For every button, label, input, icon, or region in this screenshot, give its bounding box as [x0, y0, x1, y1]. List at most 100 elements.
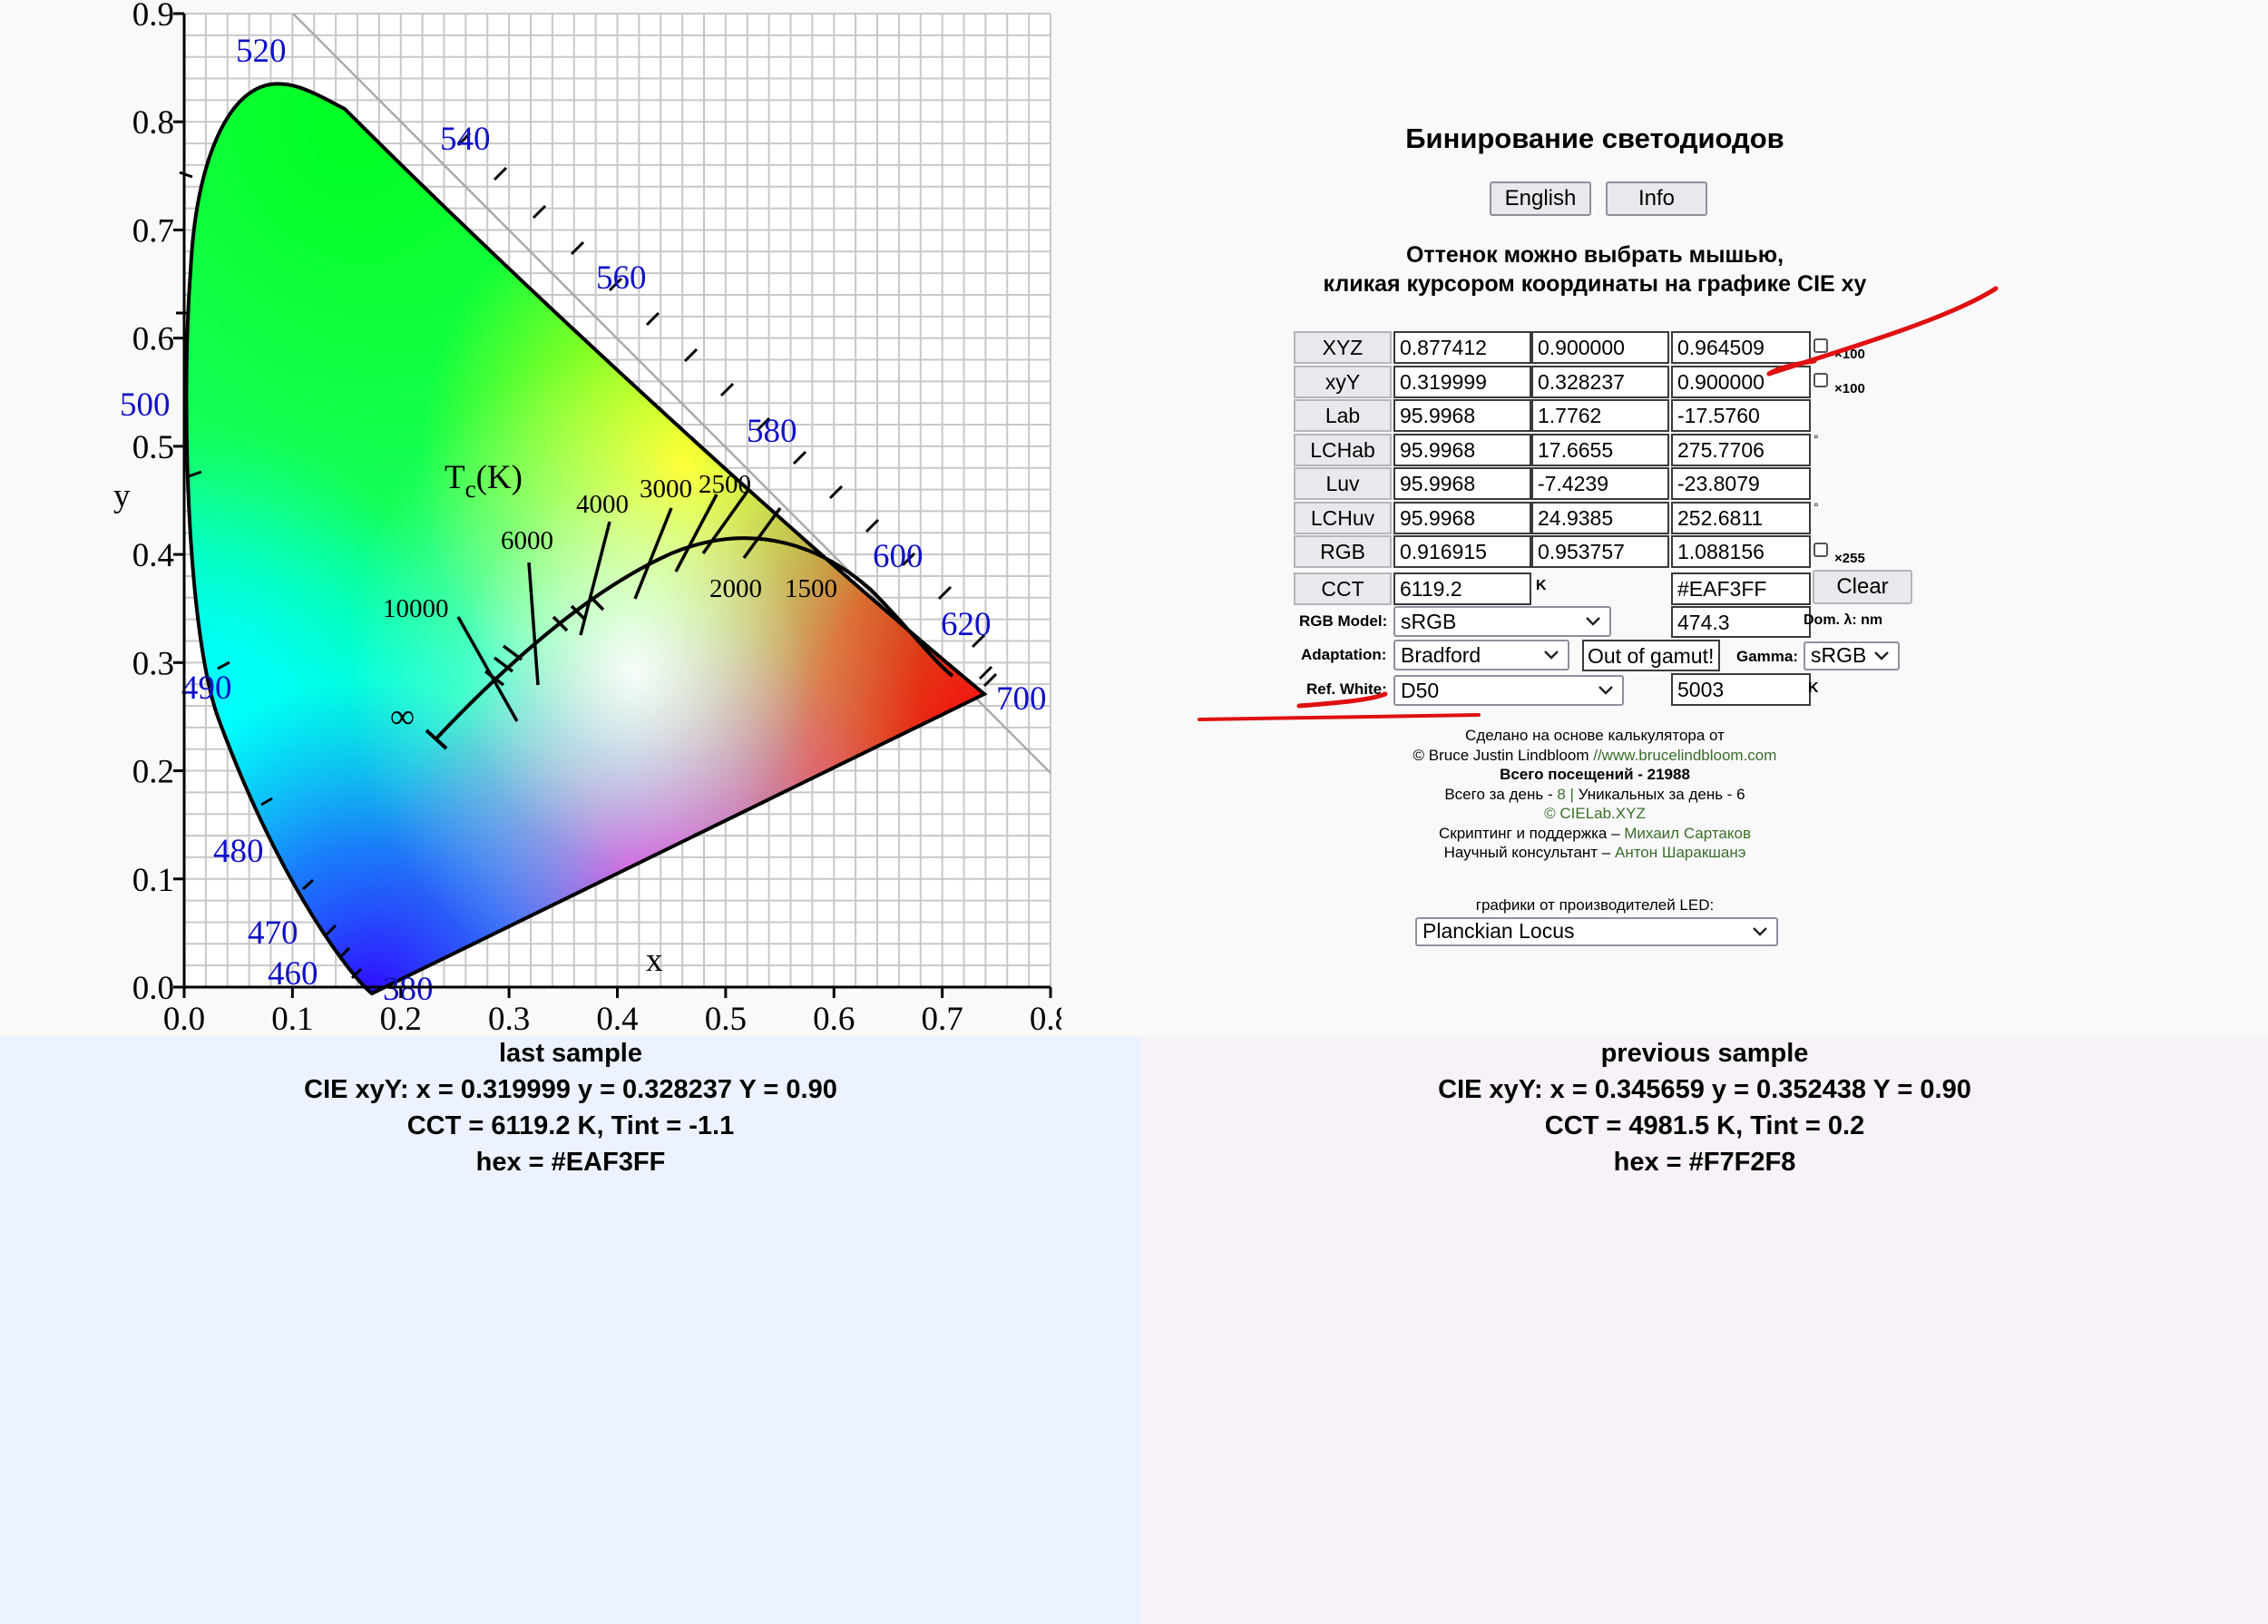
wl-600: 600 — [873, 538, 924, 575]
credits: Сделано на основе калькулятора от © Bruc… — [1141, 726, 2048, 863]
lab-value-2[interactable]: 1.7762 — [1531, 399, 1669, 432]
rgb-value-2[interactable]: 0.953757 — [1531, 535, 1669, 568]
last-sample-title: last sample — [499, 1039, 642, 1068]
cct-labels: 10000 6000 4000 3000 2500 2000 1500 ∞ — [383, 470, 837, 736]
rgb-button[interactable]: RGB — [1294, 535, 1392, 568]
lab-value-1[interactable]: 95.9968 — [1393, 399, 1531, 432]
wl-580: 580 — [747, 413, 797, 450]
last-sample-hex: hex = #EAF3FF — [475, 1148, 666, 1177]
rgb-model-select[interactable]: sRGB — [1393, 606, 1611, 637]
xyz-value-1[interactable]: 0.877412 — [1393, 331, 1531, 364]
cct-label-6000: 6000 — [501, 526, 553, 555]
luv-value-2[interactable]: -7.4239 — [1531, 467, 1669, 500]
xyy-scale-label: ×100 — [1834, 381, 1865, 396]
rgb-value-3[interactable]: 1.088156 — [1671, 535, 1811, 568]
x-axis-ticks: 0.0 0.1 0.2 0.3 0.4 0.5 0.6 0.7 0.8 — [163, 1001, 1061, 1036]
info-button[interactable]: Info — [1606, 181, 1707, 216]
lchab-value-3[interactable]: 275.7706 — [1671, 434, 1811, 466]
xyy-button[interactable]: xyY — [1294, 366, 1392, 398]
y-tick-label: 0.4 — [132, 537, 174, 574]
ref-white-select[interactable]: D50 — [1393, 675, 1624, 706]
gamma-label: Gamma: — [1736, 648, 1799, 665]
cct-label-1500: 1500 — [785, 574, 837, 603]
locus-ticks — [176, 132, 998, 980]
xyy-scale-checkbox[interactable] — [1813, 373, 1828, 387]
luv-value-3[interactable]: -23.8079 — [1671, 467, 1811, 500]
adaptation-value: Bradford — [1401, 643, 1481, 667]
english-button[interactable]: English — [1490, 181, 1591, 216]
rgb-scale-checkbox[interactable] — [1813, 543, 1828, 557]
chevron-down-icon — [1598, 686, 1613, 695]
y-tick-label: 0.3 — [132, 645, 174, 682]
credits-line-5: © CIELab.XYZ — [1141, 804, 2048, 824]
previous-sample-title: previous sample — [1600, 1039, 1809, 1068]
wl-480: 480 — [213, 833, 264, 870]
xyy-value-1[interactable]: 0.319999 — [1393, 366, 1531, 398]
wl-560: 560 — [596, 259, 647, 297]
isotherm-lines — [456, 488, 782, 722]
instruction-text: Оттенок можно выбрать мышью, кликая курс… — [1141, 240, 2048, 298]
y-tick-label: 0.9 — [132, 0, 174, 34]
lab-value-3[interactable]: -17.5760 — [1671, 399, 1811, 432]
cct-label-10000: 10000 — [383, 594, 449, 623]
hex-input[interactable]: #EAF3FF — [1671, 572, 1811, 605]
sharakshane-link[interactable]: Антон Шаракшанэ — [1614, 844, 1746, 861]
lchab-value-2[interactable]: 17.6655 — [1531, 434, 1669, 466]
cct-label-2500: 2500 — [699, 470, 751, 499]
credits-line-1: Сделано на основе калькулятора от — [1465, 727, 1725, 744]
xyy-value-3[interactable]: 0.900000 — [1671, 366, 1811, 398]
y-tick-label: 0.5 — [132, 429, 174, 466]
gamut-status: Out of gamut! — [1582, 640, 1720, 671]
lchuv-button[interactable]: LCHuv — [1294, 502, 1392, 534]
xyz-value-2[interactable]: 0.900000 — [1531, 331, 1669, 364]
wl-490: 490 — [181, 670, 232, 707]
x-tick-label: 0.0 — [163, 1001, 205, 1036]
y-axis-label: y — [113, 477, 131, 514]
x-tick-label: 0.6 — [813, 1001, 855, 1036]
lab-button[interactable]: Lab — [1294, 399, 1392, 432]
x-tick-label: 0.8 — [1030, 1001, 1061, 1036]
lindbloom-link[interactable]: //www.brucelindbloom.com — [1593, 746, 1777, 764]
cie-xy-chart[interactable]: 0.0 0.1 0.2 0.3 0.4 0.5 0.6 0.7 0.8 0.0 0.1 0.2 0.3… — [0, 0, 1061, 1036]
clear-button[interactable]: Clear — [1813, 570, 1912, 604]
instruction-line-1: Оттенок можно выбрать мышью, — [1405, 242, 1784, 268]
adaptation-select[interactable]: Bradford — [1393, 640, 1569, 670]
chevron-down-icon — [1753, 927, 1767, 936]
lchab-button[interactable]: LCHab — [1294, 434, 1392, 466]
xyy-value-2[interactable]: 0.328237 — [1531, 366, 1669, 398]
rgb-value-1[interactable]: 0.916915 — [1393, 535, 1531, 568]
led-charts-select[interactable]: Planckian Locus — [1415, 917, 1778, 946]
luv-value-1[interactable]: 95.9968 — [1393, 467, 1531, 500]
adaptation-label: Adaptation: — [1301, 646, 1387, 663]
lchuv-value-3[interactable]: 252.6811 — [1671, 502, 1811, 534]
luv-button[interactable]: Luv — [1294, 467, 1392, 500]
xyz-value-3[interactable]: 0.964509 — [1671, 331, 1811, 364]
cct-label-2000: 2000 — [709, 574, 762, 603]
cct-input[interactable]: 6119.2 — [1393, 572, 1531, 605]
cct-button[interactable]: CCT — [1294, 572, 1392, 605]
x-tick-label: 0.4 — [596, 1001, 638, 1036]
spectral-locus — [184, 82, 988, 996]
ref-white-label: Ref. White: — [1306, 680, 1387, 698]
credits-line-2: © Bruce Justin Lindbloom //www.brucelind… — [1413, 746, 1777, 764]
lchuv-degree-mark: ° — [1813, 500, 1819, 514]
last-sample-xyY: CIE xyY: x = 0.319999 y = 0.328237 Y = 0… — [304, 1075, 837, 1104]
lchab-degree-mark: ° — [1813, 432, 1819, 446]
lchuv-value-1[interactable]: 95.9968 — [1393, 502, 1531, 534]
gamma-select[interactable]: sRGB — [1804, 641, 1900, 670]
x-axis-label: x — [646, 942, 663, 979]
sartakov-link[interactable]: Михаил Сартаков — [1624, 824, 1751, 842]
led-charts-label: графики от производителей LED: — [1475, 896, 1715, 914]
xyz-button[interactable]: XYZ — [1294, 331, 1392, 364]
lchuv-value-2[interactable]: 24.9385 — [1531, 502, 1669, 534]
cielab-link[interactable]: © CIELab.XYZ — [1544, 805, 1646, 822]
x-tick-label: 0.7 — [922, 1001, 963, 1036]
credits-line-3: Всего посещений - 21988 — [1500, 766, 1690, 783]
axis-tick-marks — [173, 12, 1052, 998]
wl-700: 700 — [996, 680, 1047, 718]
lchab-value-1[interactable]: 95.9968 — [1393, 434, 1531, 466]
chevron-down-icon — [1874, 651, 1889, 660]
y-tick-label: 0.8 — [132, 104, 174, 142]
wl-500: 500 — [120, 386, 171, 424]
xyz-scale-checkbox[interactable] — [1813, 338, 1828, 353]
